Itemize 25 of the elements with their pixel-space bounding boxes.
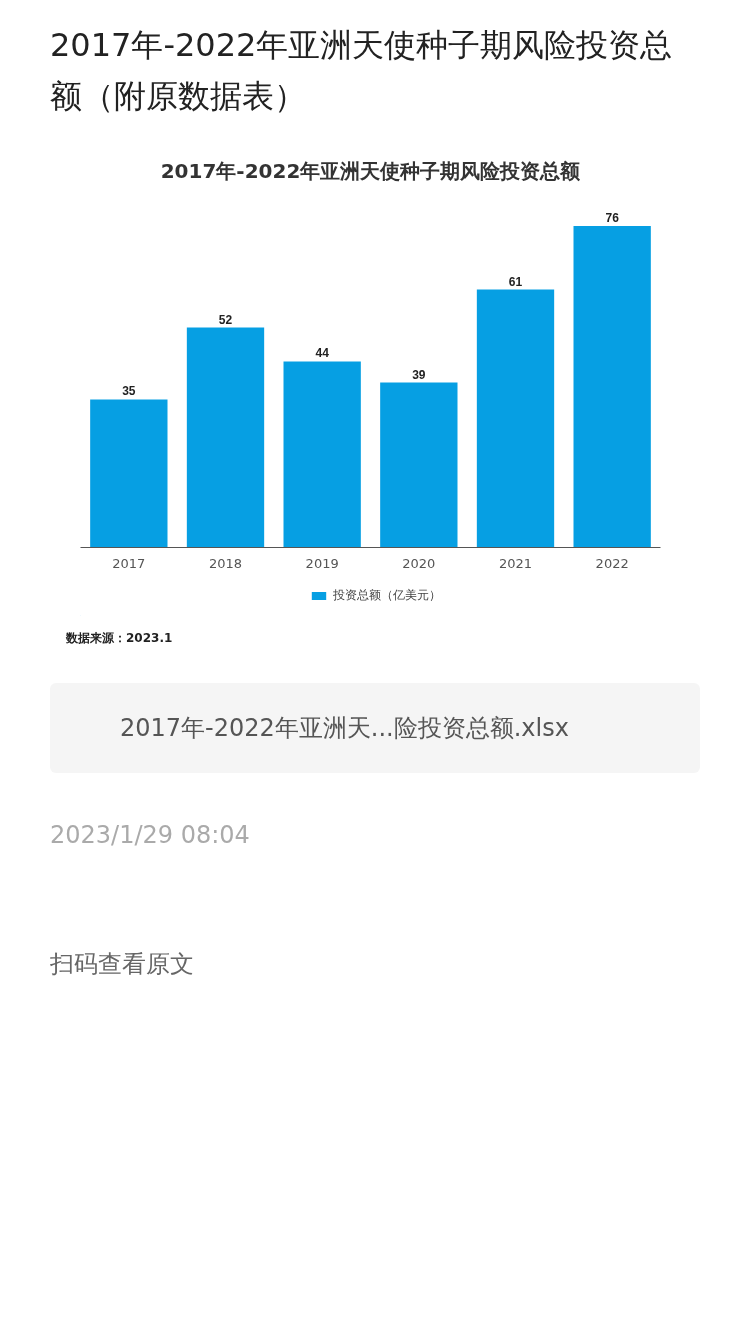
- x-tick-label: 2019: [305, 555, 339, 571]
- source-note: 数据来源：2023.1: [66, 630, 173, 648]
- text: 2023/1/29 08:04: [50, 819, 250, 851]
- x-tick-label: 2020: [402, 555, 436, 571]
- data-label: 52: [218, 312, 233, 327]
- x-tick-label: 2017: [112, 555, 146, 571]
- data-label: 61: [508, 274, 523, 289]
- text: 扫码查看原文: [50, 949, 194, 981]
- chart-subtitle: 2017年-2022年亚洲天使种子期风险投资总额: [160, 158, 582, 183]
- bar: [476, 289, 555, 548]
- bar: [573, 226, 651, 548]
- data-label: 44: [315, 346, 330, 361]
- bar: [380, 382, 458, 548]
- bar: [186, 327, 265, 548]
- x-tick-label: 2021: [498, 555, 533, 571]
- data-label: 76: [605, 211, 620, 226]
- data-label: 35: [122, 384, 136, 399]
- text: 2017年-2022年亚洲天...险投资总额.xlsx: [120, 712, 569, 744]
- legend-label: 投资总额（亿美元）: [332, 586, 441, 604]
- chart-title: 2017年-2022年亚洲天使种子期风险投资总额（附原数据表）: [50, 25, 674, 118]
- bar: [90, 399, 168, 548]
- x-tick-label: 2022: [595, 555, 629, 571]
- data-label: 39: [412, 367, 426, 382]
- bar: [283, 361, 361, 548]
- x-tick-label: 2018: [208, 555, 243, 571]
